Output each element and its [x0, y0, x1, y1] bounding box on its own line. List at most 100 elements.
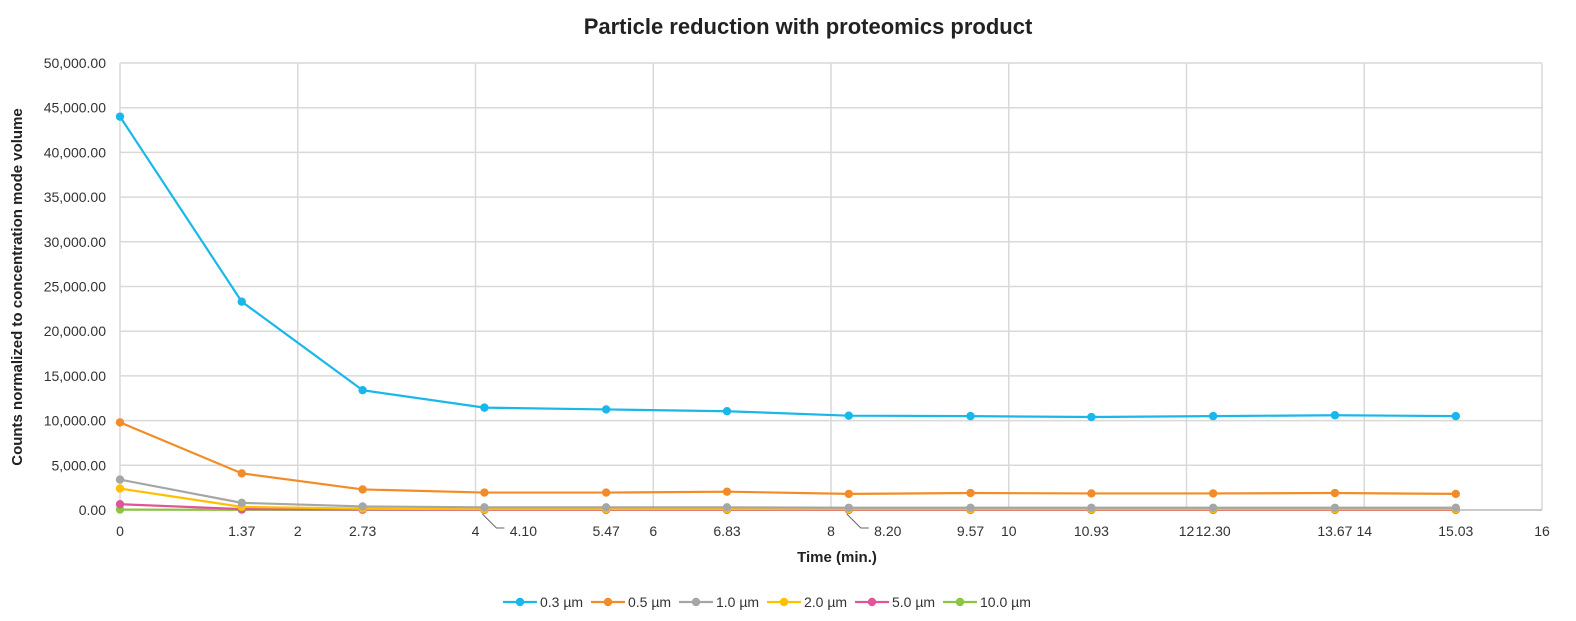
- annotation-leader: [482, 513, 505, 529]
- series-line: [119, 421, 1456, 496]
- legend-item: 0.5 µm: [591, 594, 671, 610]
- data-point: [966, 488, 975, 498]
- data-point: [1208, 411, 1218, 421]
- series-line: [119, 478, 1456, 509]
- x-point-label: 10.93: [1074, 523, 1109, 539]
- data-point: [358, 485, 367, 494]
- data-point: [601, 503, 611, 512]
- data-point: [601, 488, 611, 497]
- y-tick-label: 15,000.00: [44, 368, 106, 384]
- data-point: [722, 487, 732, 496]
- y-tick-label: 45,000.00: [44, 100, 106, 116]
- series-2: [115, 475, 1460, 512]
- legend: 0.3 µm 0.5 µm 1.0 µm 2.0 µm 5.0 µm 10.0 µm: [503, 594, 1031, 610]
- x-tick-label: 8: [827, 523, 835, 539]
- x-point-label: 9.57: [957, 523, 984, 539]
- series-line: [119, 487, 1456, 511]
- y-tick-label: 35,000.00: [44, 189, 106, 205]
- legend-label: 0.5 µm: [628, 594, 671, 610]
- x-point-label: 12.30: [1196, 523, 1231, 539]
- x-tick-label: 16: [1534, 523, 1550, 539]
- data-point: [966, 411, 975, 421]
- x-tick-label: 4: [472, 523, 480, 539]
- x-point-label: 2.73: [349, 523, 376, 539]
- x-point-label: 1.37: [228, 523, 255, 539]
- legend-marker: [603, 597, 613, 607]
- data-point: [1330, 411, 1340, 420]
- y-tick-label: 25,000.00: [44, 279, 106, 295]
- data-point: [1451, 503, 1460, 512]
- data-point: [115, 484, 125, 493]
- legend-label: 10.0 µm: [980, 594, 1031, 610]
- x-point-annotations: 1.37 2.73 4.10 5.47 6.83 8.20 9.57 10.93 12.30 13…: [228, 513, 1474, 539]
- data-point: [722, 407, 732, 416]
- data-point: [722, 503, 732, 512]
- legend-marker: [515, 597, 525, 607]
- x-point-label: 4.10: [510, 523, 537, 539]
- data-point: [237, 498, 246, 508]
- data-point: [115, 112, 125, 121]
- data-point: [844, 489, 853, 499]
- legend-label: 1.0 µm: [716, 594, 759, 610]
- data-point: [358, 502, 367, 511]
- legend-marker: [955, 597, 965, 607]
- x-tick-label: 12: [1179, 523, 1195, 539]
- x-point-label: 8.20: [874, 523, 901, 539]
- data-point: [115, 475, 125, 484]
- data-point: [966, 503, 975, 512]
- legend-label: 0.3 µm: [540, 594, 583, 610]
- data-point: [237, 469, 246, 478]
- series-group: [115, 112, 1460, 515]
- data-point: [358, 386, 367, 395]
- data-point: [1087, 503, 1096, 512]
- data-point: [1330, 488, 1340, 498]
- series-3: [115, 484, 1460, 514]
- x-point-label: 6.83: [713, 523, 740, 539]
- y-tick-label: 5,000.00: [52, 457, 107, 473]
- data-point: [1208, 489, 1218, 498]
- x-point-label: 15.03: [1438, 523, 1473, 539]
- x-tick-label: 14: [1356, 523, 1372, 539]
- series-line: [119, 116, 1456, 419]
- legend-item: 2.0 µm: [767, 594, 847, 610]
- data-point: [844, 411, 853, 420]
- legend-item: 0.3 µm: [503, 594, 583, 610]
- legend-marker: [691, 597, 701, 607]
- data-point: [115, 499, 125, 509]
- x-tick-label: 10: [1001, 523, 1017, 539]
- data-point: [1087, 489, 1096, 498]
- data-point: [237, 297, 246, 306]
- x-point-label: 5.47: [593, 523, 620, 539]
- legend-item: 5.0 µm: [855, 594, 935, 610]
- data-point: [844, 503, 853, 512]
- y-tick-label: 40,000.00: [44, 144, 106, 160]
- y-tick-label: 10,000.00: [44, 413, 106, 429]
- y-tick-label: 30,000.00: [44, 234, 106, 250]
- data-point: [1451, 411, 1460, 421]
- legend-marker: [867, 597, 877, 607]
- grid: [119, 62, 1543, 511]
- x-axis-ticks: 0 2 4 6 8 10 12 14 16: [116, 523, 1550, 539]
- data-point: [480, 488, 489, 497]
- data-point: [480, 403, 489, 412]
- y-axis-ticks: 0.00 5,000.00 10,000.00 15,000.00 20,000.00 2…: [44, 55, 107, 518]
- x-point-label: 13.67: [1317, 523, 1352, 539]
- x-tick-label: 6: [649, 523, 657, 539]
- annotation-leader: [846, 513, 869, 529]
- data-point: [480, 503, 489, 512]
- y-tick-label: 20,000.00: [44, 323, 106, 339]
- y-axis-label: Counts normalized to concentration mode …: [9, 108, 26, 466]
- chart-title: Particle reduction with proteomics produ…: [584, 14, 1033, 39]
- data-point: [1451, 489, 1460, 499]
- series-1: [115, 418, 1460, 499]
- legend-label: 5.0 µm: [892, 594, 935, 610]
- x-tick-label: 0: [116, 523, 124, 539]
- y-tick-label: 50,000.00: [44, 55, 106, 71]
- x-axis-label: Time (min.): [797, 549, 877, 566]
- x-tick-label: 2: [294, 523, 302, 539]
- legend-item: 1.0 µm: [679, 594, 759, 610]
- y-tick-label: 0.00: [79, 502, 106, 518]
- data-point: [1330, 503, 1340, 512]
- data-point: [601, 405, 611, 414]
